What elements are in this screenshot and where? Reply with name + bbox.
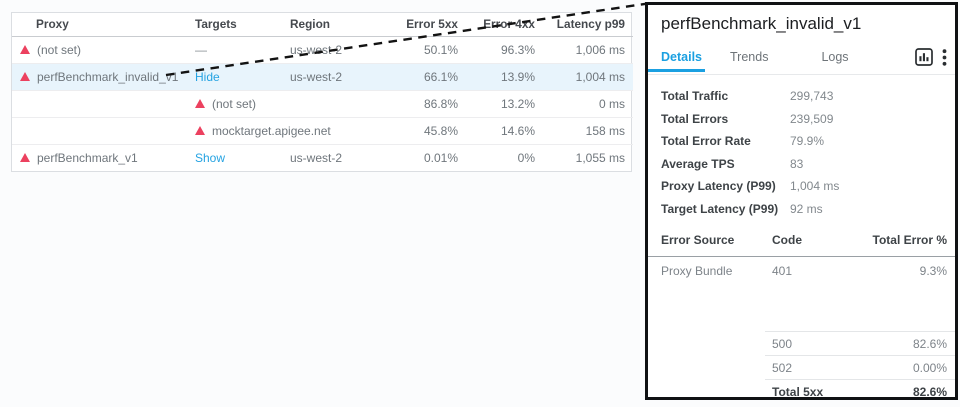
- stat-label: Total Traffic: [661, 89, 729, 104]
- stat-row: Target Latency (P99) 92 ms: [648, 198, 955, 221]
- error-table-gap: [648, 285, 955, 331]
- error4xx-cell: 13.9%: [500, 69, 535, 84]
- col-header-region: Region: [290, 13, 394, 37]
- col-header-proxy: Proxy: [12, 13, 195, 37]
- error5xx-cell: 50.1%: [423, 42, 458, 57]
- warning-triangle-icon: [195, 125, 205, 135]
- total-5xx-pct: 82.6%: [912, 384, 947, 399]
- active-tab-underline: [648, 69, 705, 72]
- error-table-total-row: Total 5xx 82.6%: [765, 379, 955, 403]
- col-header-error4xx: Error 4xx: [472, 13, 549, 37]
- error-pct-cell: 82.6%: [912, 336, 947, 351]
- stat-value: 79.9%: [790, 134, 825, 149]
- col-header-latency: Latency p99: [549, 13, 633, 37]
- error-pct-cell: 9.3%: [919, 264, 947, 278]
- targets-cell: —: [195, 42, 207, 57]
- stat-label: Total Error Rate: [661, 134, 751, 149]
- error4xx-cell: 96.3%: [500, 42, 535, 57]
- error-table-row: Proxy Bundle 401 9.3%: [648, 257, 955, 285]
- table-subrow-target[interactable]: mocktarget.apigee.net 45.8% 14.6% 158 ms: [12, 117, 633, 144]
- error5xx-cell: 86.8%: [423, 96, 458, 111]
- latency-cell: 1,004 ms: [575, 69, 625, 84]
- stat-value: 239,509: [790, 111, 834, 126]
- region-cell: us-west-2: [290, 42, 343, 57]
- tab-trends[interactable]: Trends: [730, 50, 769, 64]
- error5xx-cell: 0.01%: [423, 150, 458, 165]
- table-subrow-target[interactable]: (not set) 86.8% 13.2% 0 ms: [12, 90, 633, 117]
- warning-triangle-icon: [20, 44, 30, 54]
- col-header-code: Code: [772, 233, 802, 247]
- col-header-error-source: Error Source: [661, 233, 735, 247]
- proxy-name: perfBenchmark_invalid_v1: [37, 69, 179, 84]
- tab-bar: Details Trends Logs: [648, 46, 955, 72]
- warning-triangle-icon: [20, 153, 30, 163]
- error-pct-cell: 0.00%: [912, 360, 947, 375]
- warning-triangle-icon: [195, 98, 205, 108]
- proxy-name: perfBenchmark_v1: [37, 150, 138, 165]
- show-targets-link[interactable]: Show: [195, 150, 226, 165]
- stat-label: Total Errors: [661, 111, 729, 126]
- stat-row: Total Errors 239,509: [648, 108, 955, 131]
- error4xx-cell: 13.2%: [500, 96, 535, 111]
- total-5xx-label: Total 5xx: [772, 384, 824, 399]
- table-row[interactable]: perfBenchmark_v1 Show us-west-2 0.01% 0%…: [12, 144, 633, 171]
- error-source-cell: Proxy Bundle: [661, 264, 733, 278]
- target-name: mocktarget.apigee.net: [212, 123, 331, 138]
- error-table-row: 500 82.6%: [765, 331, 955, 355]
- proxy-metrics-table: Proxy Targets Region Error 5xx Error 4xx…: [11, 12, 633, 172]
- error-table-row: 502 0.00%: [765, 355, 955, 379]
- proxy-name: (not set): [37, 42, 82, 57]
- stat-label: Proxy Latency (P99): [661, 179, 776, 194]
- stat-label: Target Latency (P99): [661, 201, 779, 216]
- error-code-cell: 502: [772, 360, 793, 375]
- stat-value: 83: [790, 156, 804, 171]
- col-header-targets: Targets: [195, 13, 290, 37]
- latency-cell: 0 ms: [598, 96, 625, 111]
- stat-value: 299,743: [790, 89, 834, 104]
- stat-value: 92 ms: [790, 201, 823, 216]
- region-cell: us-west-2: [290, 150, 343, 165]
- table-row-selected[interactable]: perfBenchmark_invalid_v1 Hide us-west-2 …: [12, 63, 633, 90]
- error4xx-cell: 0%: [517, 150, 535, 165]
- stat-row: Total Traffic 299,743: [648, 85, 955, 108]
- stat-row: Total Error Rate 79.9%: [648, 130, 955, 153]
- stat-row: Proxy Latency (P99) 1,004 ms: [648, 175, 955, 198]
- stat-label: Average TPS: [661, 156, 735, 171]
- error5xx-cell: 45.8%: [423, 123, 458, 138]
- col-header-total-error-pct: Total Error %: [872, 233, 947, 247]
- stats-list: Total Traffic 299,743 Total Errors 239,509…: [648, 85, 955, 220]
- table-row[interactable]: (not set) — us-west-2 50.1% 96.3% 1,006 …: [12, 36, 633, 63]
- target-name: (not set): [212, 96, 257, 111]
- col-header-error5xx: Error 5xx: [394, 13, 472, 37]
- stat-row: Average TPS 83: [648, 153, 955, 176]
- tabs-divider: [648, 74, 955, 75]
- latency-cell: 158 ms: [585, 123, 625, 138]
- region-cell: us-west-2: [290, 69, 343, 84]
- latency-cell: 1,006 ms: [575, 42, 625, 57]
- error-code-cell: 401: [772, 264, 793, 278]
- error4xx-cell: 14.6%: [500, 123, 535, 138]
- error5xx-cell: 66.1%: [423, 69, 458, 84]
- tab-details[interactable]: Details: [661, 50, 702, 64]
- table-header-row: Proxy Targets Region Error 5xx Error 4xx…: [12, 13, 633, 37]
- stat-value: 1,004 ms: [790, 179, 840, 194]
- panel-title: perfBenchmark_invalid_v1: [661, 14, 862, 33]
- hide-targets-link[interactable]: Hide: [195, 69, 220, 84]
- error-table-header: Error Source Code Total Error %: [648, 233, 955, 257]
- tab-logs[interactable]: Logs: [821, 50, 849, 64]
- proxy-detail-panel: perfBenchmark_invalid_v1 Details Trends …: [645, 2, 958, 400]
- bar-chart-icon[interactable]: [915, 48, 933, 66]
- warning-triangle-icon: [20, 71, 30, 81]
- kebab-menu-icon[interactable]: [942, 48, 947, 66]
- error-code-cell: 500: [772, 336, 793, 351]
- latency-cell: 1,055 ms: [575, 150, 625, 165]
